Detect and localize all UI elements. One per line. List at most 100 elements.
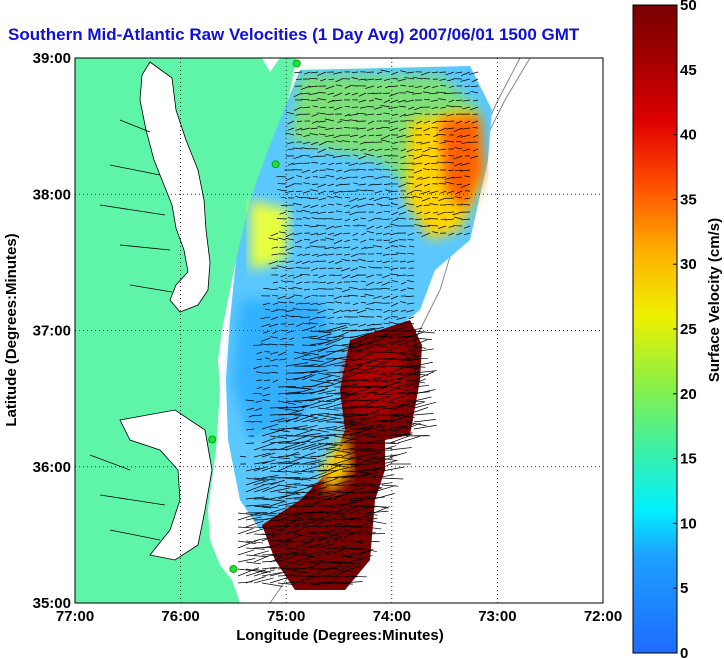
velocity-arrow bbox=[255, 400, 263, 403]
velocity-arrow bbox=[320, 204, 327, 208]
velocity-arrow bbox=[373, 295, 383, 299]
velocity-arrow bbox=[351, 71, 359, 73]
velocity-arrow bbox=[455, 71, 463, 74]
velocity-arrow bbox=[341, 288, 351, 293]
velocity-arrow bbox=[253, 442, 276, 451]
velocity-arrow bbox=[357, 548, 374, 556]
velocity-arrow bbox=[262, 386, 271, 390]
velocity-arrow bbox=[318, 281, 327, 284]
velocity-arrow bbox=[326, 168, 335, 171]
velocity-arrow bbox=[446, 211, 455, 213]
velocity-arrow bbox=[295, 260, 303, 264]
velocity-arrow bbox=[269, 519, 285, 522]
x-tick-label: 77:00 bbox=[56, 608, 94, 625]
velocity-arrow bbox=[285, 400, 302, 403]
velocity-arrow bbox=[373, 456, 398, 462]
velocity-arrow bbox=[308, 322, 319, 325]
velocity-arrow bbox=[292, 308, 303, 311]
velocity-arrow bbox=[333, 456, 355, 460]
velocity-arrow bbox=[405, 401, 426, 409]
velocity-arrow bbox=[365, 281, 375, 286]
velocity-arrow bbox=[444, 120, 455, 123]
velocity-arrow bbox=[440, 190, 447, 194]
velocity-arrow bbox=[332, 190, 343, 194]
velocity-arrow bbox=[397, 423, 415, 430]
velocity-arrow bbox=[344, 196, 351, 199]
velocity-arrow bbox=[460, 162, 471, 166]
velocity-arrow bbox=[332, 155, 343, 158]
velocity-arrow bbox=[285, 495, 309, 500]
velocity-arrow bbox=[383, 78, 391, 81]
velocity-arrow bbox=[381, 442, 399, 445]
velocity-arrow bbox=[309, 435, 329, 438]
velocity-arrow bbox=[269, 358, 279, 362]
velocity-arrow bbox=[309, 77, 319, 80]
velocity-arrow bbox=[350, 204, 359, 209]
velocity-arrow bbox=[391, 113, 399, 116]
velocity-arrow bbox=[296, 175, 303, 178]
velocity-arrow bbox=[324, 246, 335, 250]
velocity-arrow bbox=[295, 267, 303, 269]
velocity-arrow bbox=[360, 176, 367, 179]
velocity-arrow bbox=[358, 99, 367, 103]
velocity-arrow bbox=[254, 407, 263, 411]
velocity-arrow bbox=[261, 533, 281, 542]
velocity-arrow bbox=[261, 428, 285, 437]
velocity-arrow bbox=[261, 572, 282, 577]
velocity-arrow bbox=[352, 232, 359, 236]
velocity-arrow bbox=[412, 195, 423, 199]
velocity-arrow bbox=[388, 239, 399, 244]
velocity-arrow bbox=[349, 540, 370, 545]
velocity-arrow bbox=[357, 168, 367, 171]
velocity-arrow bbox=[380, 104, 391, 108]
velocity-arrow bbox=[325, 522, 347, 528]
velocity-arrow bbox=[296, 253, 303, 257]
velocity-arrow bbox=[301, 98, 311, 101]
velocity-arrow bbox=[357, 367, 375, 374]
velocity-arrow bbox=[261, 566, 277, 570]
velocity-arrow bbox=[373, 493, 395, 500]
velocity-arrow bbox=[365, 425, 387, 430]
velocity-arrow bbox=[287, 162, 295, 166]
velocity-arrow bbox=[400, 281, 407, 285]
velocity-arrow bbox=[420, 225, 431, 227]
velocity-arrow bbox=[360, 301, 367, 304]
velocity-arrow bbox=[400, 155, 407, 159]
velocity-arrow bbox=[397, 351, 421, 357]
velocity-arrow bbox=[360, 280, 367, 283]
velocity-arrow bbox=[381, 414, 400, 417]
velocity-arrow bbox=[405, 422, 421, 430]
velocity-arrow bbox=[311, 267, 319, 271]
velocity-arrow bbox=[416, 120, 423, 124]
velocity-arrow bbox=[341, 530, 362, 535]
velocity-arrow bbox=[260, 343, 271, 346]
chesapeake-bay bbox=[139, 61, 211, 313]
velocity-arrow bbox=[261, 475, 279, 479]
velocity-arrow bbox=[349, 555, 373, 563]
velocity-arrow bbox=[277, 400, 296, 405]
velocity-arrow bbox=[287, 252, 295, 255]
velocity-arrow bbox=[438, 197, 447, 201]
velocity-arrow bbox=[261, 482, 277, 486]
velocity-arrow bbox=[344, 92, 351, 96]
velocity-arrow bbox=[272, 281, 279, 284]
velocity-arrow bbox=[261, 452, 276, 458]
velocity-arrow bbox=[317, 575, 340, 577]
velocity-arrow bbox=[344, 253, 351, 256]
velocity-arrow bbox=[301, 390, 325, 395]
velocity-arrow bbox=[367, 260, 375, 263]
velocity-arrow bbox=[325, 391, 348, 395]
velocity-arrow bbox=[445, 71, 455, 76]
velocity-arrow bbox=[333, 392, 356, 402]
velocity-arrow bbox=[373, 245, 383, 248]
velocity-arrow bbox=[400, 70, 407, 73]
velocity-arrow bbox=[366, 106, 375, 108]
velocity-arrow bbox=[372, 92, 383, 94]
velocity-arrow bbox=[365, 526, 382, 530]
velocity-arrow bbox=[365, 385, 389, 395]
velocity-arrow bbox=[285, 443, 307, 451]
velocity-arrow bbox=[405, 407, 429, 416]
velocity-arrow bbox=[400, 162, 407, 165]
velocity-arrow bbox=[396, 252, 407, 255]
velocity-arrow bbox=[277, 477, 301, 479]
